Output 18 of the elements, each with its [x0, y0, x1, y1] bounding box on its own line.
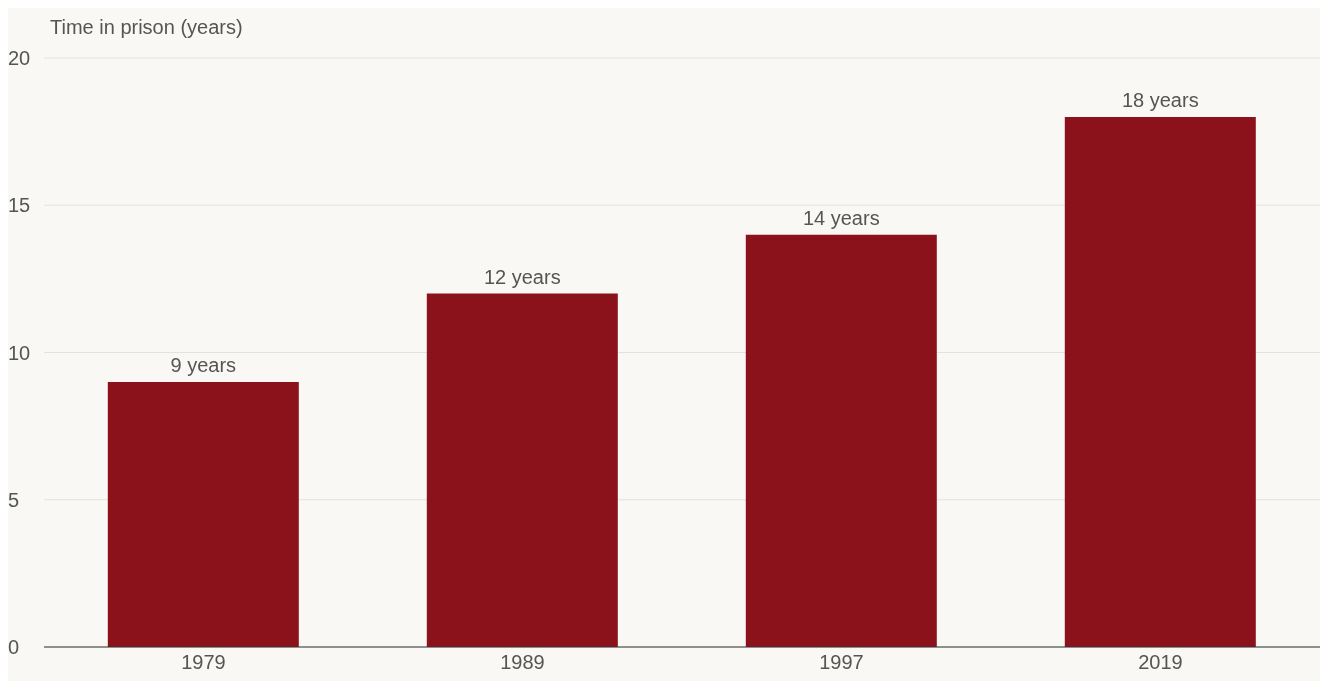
x-tick-label: 1989	[500, 651, 545, 674]
y-axis-title: Time in prison (years)	[50, 16, 243, 39]
x-tick-label: 2019	[1138, 651, 1183, 674]
y-tick-label: 5	[8, 488, 20, 511]
data-label: 14 years	[802, 206, 880, 229]
y-tick-label: 15	[8, 194, 31, 217]
y-tick-label: 20	[8, 47, 31, 70]
bar	[426, 293, 618, 647]
bar	[107, 381, 299, 647]
bar	[745, 234, 937, 647]
data-label: 9 years	[170, 353, 237, 376]
x-tick-label: 1979	[181, 651, 226, 674]
x-tick-label: 1997	[819, 651, 864, 674]
data-label: 18 years	[1121, 88, 1199, 111]
bar	[1064, 116, 1256, 647]
y-tick-label: 0	[8, 636, 20, 659]
y-tick-label: 10	[8, 341, 31, 364]
data-label: 12 years	[483, 265, 561, 288]
